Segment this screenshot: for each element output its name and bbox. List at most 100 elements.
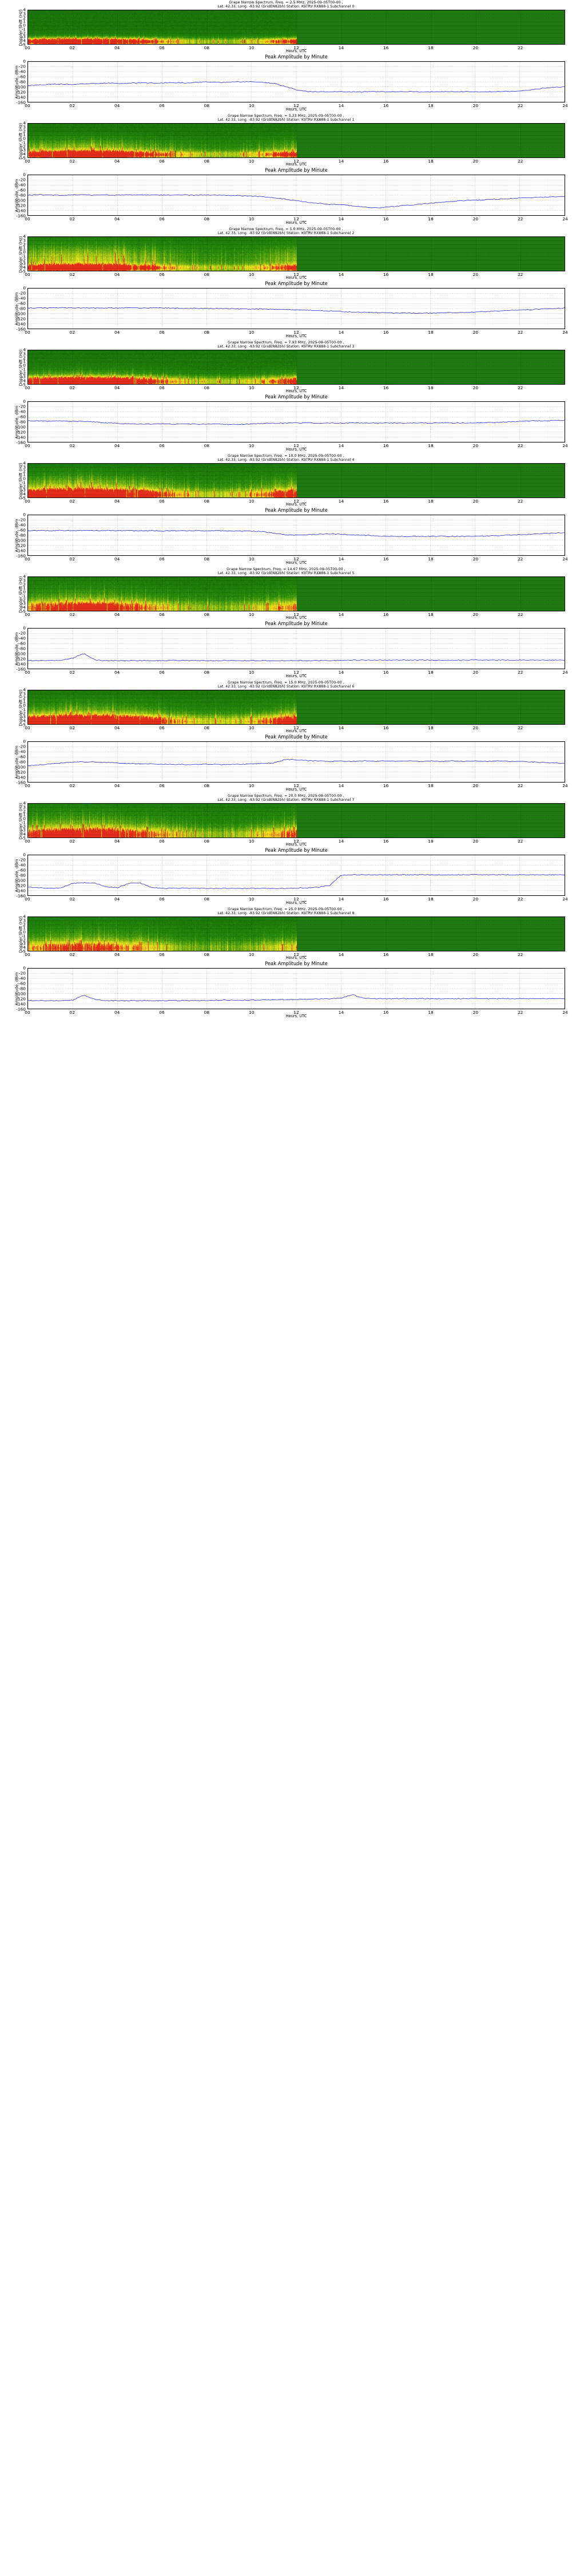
amplitude-xtick: 14 (338, 216, 344, 222)
spec-ytick: 3 (23, 124, 26, 130)
amplitude-xtick: 16 (383, 556, 389, 562)
spec-ytick: -5 (21, 155, 26, 161)
amplitude-yticks: 0 -20 -40 -60 -80 -100 -120 -140 -160 (8, 739, 27, 785)
amplitude-ytick: -100 (16, 764, 26, 770)
amplitude-title: Peak Amplitude by Minute (265, 847, 328, 853)
amplitude-panel: Peak Amplitude by Minute Amplitude, dBm … (0, 618, 572, 680)
amplitude-ytick: -20 (18, 290, 26, 296)
spec-xtick: 00 (25, 385, 30, 390)
spectrogram-title-line2: Lat. 42.33, Long. -83.92 (GridEN82bh) St… (217, 797, 355, 802)
amplitude-ytick: -60 (18, 527, 26, 533)
amplitude-xtick: 10 (248, 330, 255, 335)
amplitude-xlabel: Hours, UTC (285, 1014, 307, 1018)
spec-ytick: 2 (23, 808, 26, 814)
amplitude-ytick: -20 (18, 64, 26, 69)
amplitude-xtick: 10 (248, 443, 255, 448)
amplitude-xtick: 16 (383, 1010, 389, 1015)
spec-ytick: 4 (23, 234, 26, 239)
amplitude-xtick: 22 (517, 443, 523, 448)
amplitude-plot[interactable] (27, 628, 565, 669)
amplitude-plot[interactable] (27, 855, 565, 896)
amplitude-panel: Peak Amplitude by Minute Amplitude, dBm … (0, 845, 572, 907)
amplitude-plot[interactable] (27, 401, 565, 442)
spectrogram-title: Grape Narrow Spectrum, Freq. = 10.0 MHz,… (0, 454, 572, 462)
amplitude-xlabel: Hours, UTC (285, 560, 307, 565)
spec-ytick: 1 (23, 358, 26, 364)
amplitude-ytick: -140 (16, 208, 26, 214)
spectrogram-plot[interactable] (27, 576, 565, 611)
amplitude-xtick: 14 (338, 330, 344, 335)
spec-ytick: -5 (21, 495, 26, 501)
spectrogram-plot[interactable] (27, 10, 565, 45)
spec-xtick: 20 (472, 612, 479, 617)
subchannel-block: Grape Narrow Spectrum, Freq. = 5.0 MHz, … (0, 227, 572, 340)
amplitude-plot[interactable] (27, 741, 565, 783)
amplitude-chart (28, 515, 565, 555)
amplitude-plot[interactable] (27, 175, 565, 216)
amplitude-ytick: -160 (16, 666, 26, 672)
spec-ytick: 2 (23, 582, 26, 587)
amplitude-xtick: 24 (562, 556, 568, 562)
spectrogram-plot[interactable] (27, 803, 565, 838)
spectrogram-plot[interactable] (27, 463, 565, 498)
amplitude-xtick: 04 (114, 896, 120, 902)
amplitude-plot[interactable] (27, 968, 565, 1009)
spec-xtick: 20 (472, 385, 479, 390)
amplitude-line (28, 194, 565, 208)
amplitude-xtick: 16 (383, 103, 389, 108)
amplitude-xtick: 02 (69, 783, 76, 788)
amplitude-xtick: 08 (204, 216, 210, 222)
spec-xtick: 06 (159, 839, 165, 844)
spec-xtick: 22 (517, 612, 523, 617)
spec-ytick: -3 (21, 487, 26, 493)
amplitude-ytick: -100 (16, 991, 26, 997)
amplitude-plot[interactable] (27, 61, 565, 102)
spectrogram-title-line2: Lat. 42.33, Long. -83.92 (GridEN82bh) St… (217, 684, 355, 689)
spectrogram-title-line1: Grape Narrow Spectrum, Freq. = 7.93 MHz,… (228, 341, 344, 345)
spec-xtick: 16 (383, 272, 389, 277)
spec-ytick: -5 (21, 609, 26, 614)
spectrogram-panel: Grape Narrow Spectrum, Freq. = 7.93 MHz,… (0, 340, 572, 393)
spectrogram-xticks: 00 02 04 06 08 10 12 14 16 18 20 22 (25, 272, 565, 278)
amplitude-ytick: -40 (18, 749, 26, 754)
spectrogram-title-line1: Grape Narrow Spectrum, Freq. = 3.33 MHz,… (228, 114, 344, 118)
amplitude-plot[interactable] (27, 515, 565, 556)
spec-xtick: 18 (428, 839, 434, 844)
amplitude-xtick: 12 (293, 216, 299, 222)
amplitude-xtick: 24 (562, 103, 568, 108)
spec-ytick: 0 (23, 136, 26, 141)
amplitude-ytick: -100 (16, 424, 26, 430)
spec-xtick: 10 (248, 839, 255, 844)
spec-xtick: 16 (383, 45, 389, 50)
amplitude-xtick: 16 (383, 896, 389, 902)
spec-xtick: 00 (25, 725, 30, 730)
amplitude-xtick: 12 (293, 443, 299, 448)
spec-ytick: -2 (21, 257, 26, 263)
spectrogram-panel: Grape Narrow Spectrum, Freq. = 2.5 MHz, … (0, 0, 572, 53)
spec-xtick: 02 (69, 45, 76, 50)
spec-ytick: -4 (21, 491, 26, 497)
spectrogram-plot[interactable] (27, 916, 565, 951)
amplitude-xtick: 20 (472, 1010, 479, 1015)
spectrogram-plot[interactable] (27, 236, 565, 271)
spectrogram-grid (28, 237, 565, 271)
spec-xtick: 04 (114, 725, 120, 730)
spec-ytick: 1 (23, 812, 26, 817)
amplitude-ytick: -20 (18, 630, 26, 636)
spec-xtick: 16 (383, 952, 389, 957)
spec-xtick: 00 (25, 159, 30, 164)
amplitude-xtick: 16 (383, 443, 389, 448)
spectrogram-plot[interactable] (27, 350, 565, 385)
spec-ytick: 2 (23, 15, 26, 21)
spec-xtick: 22 (517, 45, 523, 50)
spectrogram-plot[interactable] (27, 123, 565, 158)
amplitude-ytick: -40 (18, 409, 26, 414)
amplitude-plot[interactable] (27, 288, 565, 329)
spec-xtick: 02 (69, 725, 76, 730)
amplitude-xtick: 18 (428, 896, 434, 902)
amplitude-ytick: -100 (16, 84, 26, 90)
amplitude-ytick: -80 (18, 192, 26, 198)
spectrogram-plot[interactable] (27, 690, 565, 725)
amplitude-ytick: 0 (23, 285, 26, 291)
spectrogram-panel: Grape Narrow Spectrum, Freq. = 15.0 MHz,… (0, 680, 572, 733)
